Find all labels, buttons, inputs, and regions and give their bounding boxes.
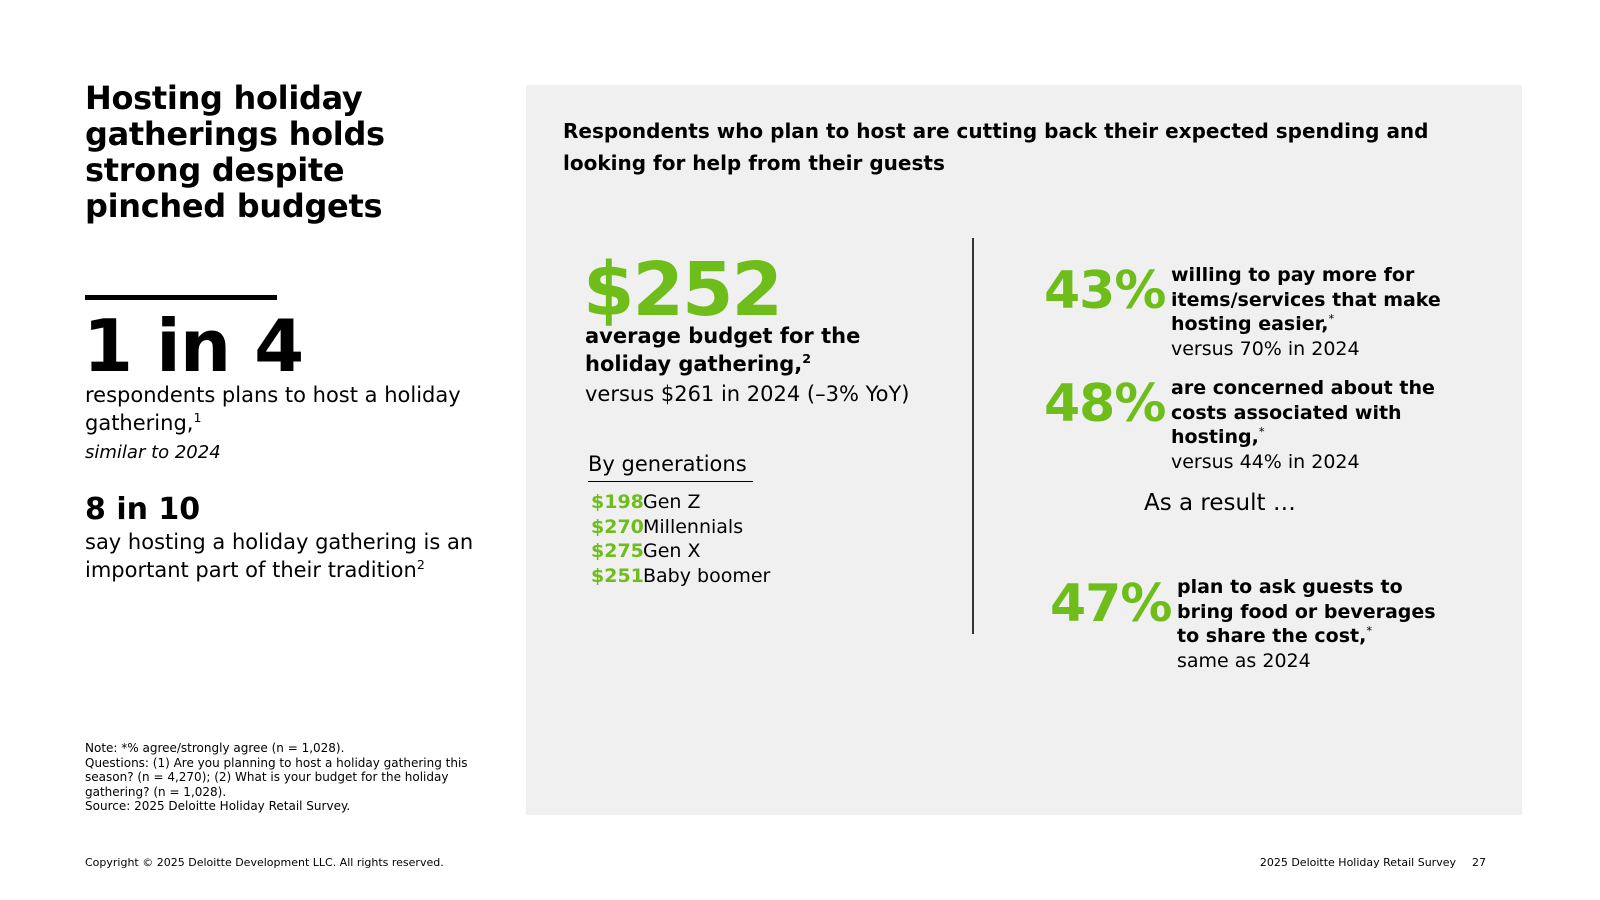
questions-line: Questions: (1) Are you planning to host … — [85, 755, 468, 799]
generation-row: $198 Gen Z — [591, 490, 770, 515]
generations-heading: By generations — [588, 450, 753, 482]
stat-1-in-4-description: respondents plans to host a holiday gath… — [85, 383, 461, 435]
stat-48-percent-description: are concerned about the costs associated… — [1171, 377, 1435, 473]
generation-label: Gen Z — [643, 491, 701, 513]
generation-amount: $198 — [591, 491, 644, 513]
footnote-marker: * — [1366, 623, 1373, 638]
footnotes: Note: *% agree/strongly agree (n = 1,028… — [85, 741, 495, 814]
source-line: Source: 2025 Deloitte Holiday Retail Sur… — [85, 799, 351, 813]
stat-comparison: same as 2024 — [1177, 649, 1311, 672]
stat-47-percent-value: 47% — [1050, 574, 1172, 634]
page-title: Hosting holiday gatherings holds strong … — [85, 79, 385, 225]
generation-row: $251 Baby boomer — [591, 564, 770, 589]
generation-label: Baby boomer — [643, 564, 771, 587]
stat-1-in-4-value: 1 in 4 — [83, 304, 304, 388]
generation-amount: $275 — [591, 540, 644, 562]
page-number: 27 — [1472, 856, 1486, 869]
stat-8-in-10-value: 8 in 10 — [85, 492, 201, 527]
footnote-marker: 2 — [802, 351, 812, 366]
stat-47-percent-description: plan to ask guests to bring food or beve… — [1177, 576, 1436, 672]
generation-label: Millennials — [643, 515, 744, 538]
generation-amount: $251 — [591, 564, 644, 587]
stat-43-percent-value: 43% — [1044, 261, 1166, 321]
stat-8-in-10-description: say hosting a holiday gathering is an im… — [85, 530, 474, 582]
average-budget-description: average budget for the holiday gathering… — [585, 324, 861, 376]
footnote-marker: 2 — [416, 557, 425, 572]
stats-panel — [526, 85, 1522, 815]
copyright-text: Copyright © 2025 Deloitte Development LL… — [85, 856, 444, 869]
generations-list: $198 Gen Z $270 Millennials $275 Gen X $251… — [591, 490, 770, 588]
generation-row: $275 Gen X — [591, 539, 770, 564]
average-budget-value: $252 — [583, 247, 783, 333]
stat-43-percent-description: willing to pay more for items/services t… — [1171, 264, 1441, 360]
footnote-marker: * — [1258, 424, 1265, 439]
generation-row: $270 Millennials — [591, 515, 770, 540]
footer-survey-info: 2025 Deloitte Holiday Retail Survey 27 — [1260, 856, 1486, 869]
stat-comparison: versus 70% in 2024 — [1171, 337, 1360, 360]
generation-label: Gen X — [643, 540, 701, 562]
survey-name: 2025 Deloitte Holiday Retail Survey — [1259, 856, 1456, 869]
footnote-marker: 1 — [193, 410, 202, 425]
footnote-marker: * — [1328, 311, 1335, 326]
note-line: Note: *% agree/strongly agree (n = 1,028… — [85, 741, 345, 755]
as-a-result-label: As a result … — [1144, 490, 1296, 516]
average-budget-comparison: versus $261 in 2024 (–3% YoY) — [585, 382, 910, 406]
title-rule — [85, 295, 277, 300]
panel-divider — [972, 238, 974, 634]
stat-1-in-4-comparison: similar to 2024 — [85, 442, 221, 463]
panel-heading: Respondents who plan to host are cutting… — [563, 119, 1429, 175]
stat-48-percent-value: 48% — [1044, 374, 1166, 434]
stat-comparison: versus 44% in 2024 — [1171, 450, 1360, 473]
generation-amount: $270 — [591, 515, 644, 538]
